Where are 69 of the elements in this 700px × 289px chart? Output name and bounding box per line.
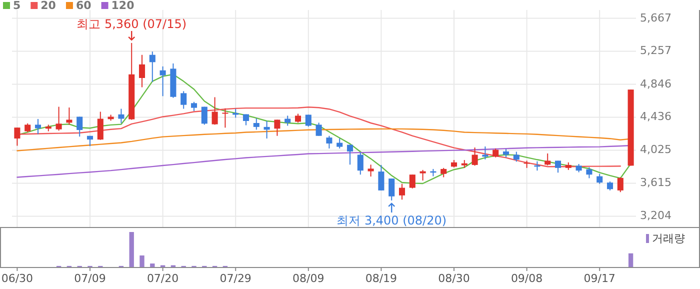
candlestick	[472, 147, 478, 166]
candlestick	[388, 178, 395, 201]
y-tick-label: 4,846	[640, 77, 672, 90]
y-tick-label: 5,257	[640, 44, 672, 58]
candlestick	[118, 108, 124, 124]
candlestick	[420, 169, 426, 182]
candlestick	[482, 146, 488, 160]
annotation: 최저 3,400 (08/20)	[336, 213, 447, 228]
bar	[140, 255, 144, 267]
candlestick	[596, 173, 603, 184]
candlestick	[242, 114, 250, 126]
x-tick-label: 07/09	[74, 272, 106, 285]
x-tick-label: 07/20	[146, 272, 179, 285]
y-tick-label: 3,204	[640, 209, 672, 222]
candlestick	[513, 151, 520, 162]
y-tick-label: 4,025	[640, 143, 672, 156]
x-tick-label: 06/30	[1, 272, 34, 285]
x-tick-label: 08/19	[365, 272, 398, 285]
candlestick	[316, 122, 322, 136]
candlestick	[346, 144, 354, 166]
candlestick	[190, 101, 198, 112]
candlestick	[326, 135, 332, 149]
candlestick	[357, 152, 364, 176]
candlestick	[149, 51, 156, 83]
candlestick	[398, 183, 406, 200]
candlestick	[305, 114, 312, 128]
legend-label: 5	[13, 0, 21, 12]
candlestick	[212, 96, 218, 126]
candlestick	[253, 118, 260, 130]
candlestick	[264, 120, 270, 140]
candlestick	[222, 108, 228, 128]
y-tick-label: 5,667	[640, 11, 672, 24]
candlestick	[180, 90, 187, 110]
candlestick	[14, 127, 20, 146]
candlestick	[440, 167, 447, 178]
y-tick-label: 4,436	[640, 110, 672, 124]
candlestick	[56, 106, 62, 132]
candlestick	[66, 106, 72, 126]
candlestick	[160, 66, 166, 97]
y-tick-label: 3,615	[640, 176, 672, 190]
candlestick	[368, 164, 374, 178]
bar	[628, 253, 634, 267]
candlestick	[554, 160, 562, 174]
bar	[150, 264, 155, 267]
candlestick	[524, 160, 530, 168]
legend-label: 20	[40, 0, 56, 12]
candlestick	[34, 118, 42, 135]
x-tick-label: 08/30	[438, 272, 470, 285]
candlestick	[274, 119, 280, 136]
bar	[129, 232, 134, 267]
candlestick	[544, 152, 551, 166]
legend-label: 120	[111, 0, 135, 12]
candlestick	[201, 106, 208, 126]
candlestick	[138, 54, 146, 88]
legend-label: 거래량	[652, 232, 685, 246]
candlestick	[284, 115, 291, 126]
x-tick-label: 08/09	[292, 272, 324, 285]
candlestick	[336, 138, 343, 149]
x-tick-label: 09/17	[584, 272, 616, 285]
candlestick	[76, 116, 83, 138]
candlestick	[97, 111, 104, 140]
x-tick-label: 09/08	[510, 272, 543, 285]
legend-label: 60	[76, 0, 92, 12]
candlestick	[617, 176, 624, 193]
candlestick	[586, 166, 592, 179]
candlestick	[378, 164, 384, 191]
candlestick	[409, 174, 416, 189]
annotation: 최고 5,360 (07/15)	[76, 16, 187, 31]
x-tick-label: 07/29	[220, 272, 252, 285]
